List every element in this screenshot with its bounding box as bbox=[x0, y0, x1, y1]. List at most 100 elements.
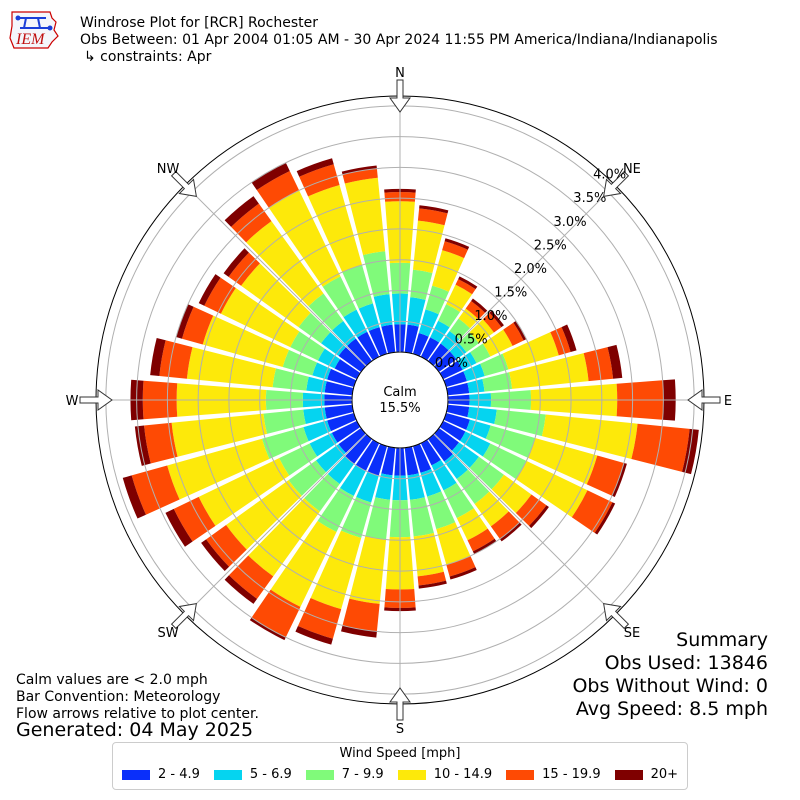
bar-segment-240-2 bbox=[279, 443, 318, 476]
bar-segment-130-3 bbox=[491, 474, 532, 514]
bar-segment-20-4 bbox=[442, 241, 468, 259]
bar-segment-100-0 bbox=[446, 404, 470, 418]
flow-arrow-sw bbox=[170, 603, 197, 630]
bar-segment-220-3 bbox=[248, 498, 320, 577]
compass-label-se: SE bbox=[624, 626, 640, 641]
bar-segment-20-5 bbox=[444, 238, 470, 250]
plot-title: Windrose Plot for [RCR] Rochester bbox=[80, 15, 318, 31]
bar-segment-60-4 bbox=[503, 322, 524, 346]
constraints: ↳ constraints: Apr bbox=[84, 49, 212, 65]
bar-segment-60-5 bbox=[513, 320, 527, 341]
bar-segment-320-0 bbox=[347, 338, 372, 366]
flow-arrow-e bbox=[687, 389, 721, 411]
bar-convention-note: Bar Convention: Meteorology bbox=[16, 689, 221, 705]
flow-arrow-ne bbox=[603, 170, 630, 197]
bar-segment-190-3 bbox=[349, 535, 387, 604]
bar-segment-20-3 bbox=[432, 250, 465, 292]
bar-segment-80-0 bbox=[446, 382, 470, 396]
bar-segment-350-1 bbox=[373, 294, 393, 327]
bar-segment-350-3 bbox=[344, 177, 386, 256]
legend-label: 5 - 6.9 bbox=[249, 767, 292, 782]
bar-segment-170-5 bbox=[418, 580, 447, 589]
bar-segment-210-0 bbox=[355, 439, 380, 471]
windrose-labels: N NE E SE S SW W NW 0.0% 0.5% 1.0% 1.5% 2.0% 2.5% 3.0%… bbox=[66, 66, 733, 737]
bar-segment-240-5 bbox=[165, 508, 193, 547]
bar-segment-170-2 bbox=[409, 497, 434, 537]
bar-segment-50-4 bbox=[482, 312, 502, 333]
bar-segment-250-4 bbox=[131, 465, 180, 515]
bar-segment-70-3 bbox=[502, 332, 559, 370]
bar-segment-130-0 bbox=[434, 428, 459, 451]
compass-label-s: S bbox=[396, 722, 404, 737]
flow-arrows-note: Flow arrows relative to plot center. bbox=[16, 706, 259, 722]
bar-segment-140-3 bbox=[474, 491, 509, 527]
bar-segment-310-4 bbox=[228, 252, 260, 286]
radial-tick-4: 2.0% bbox=[514, 262, 547, 277]
bar-segment-290-0 bbox=[327, 368, 357, 388]
radial-tick-5: 2.5% bbox=[534, 238, 567, 253]
bar-segment-200-0 bbox=[367, 443, 388, 476]
radial-tick-7: 3.5% bbox=[573, 191, 606, 206]
bar-segment-100-3 bbox=[541, 414, 638, 459]
bar-segment-300-2 bbox=[290, 331, 325, 361]
bar-segment-200-2 bbox=[340, 497, 372, 539]
bar-segment-260-3 bbox=[171, 413, 268, 457]
bar-segment-230-3 bbox=[226, 480, 302, 550]
legend: Wind Speed [mph] 2 - 4.9 5 - 6.9 7 - 9.9 10… bbox=[112, 742, 688, 790]
bar-segment-80-3 bbox=[509, 353, 589, 389]
legend-title: Wind Speed [mph] bbox=[339, 746, 461, 761]
bar-segment-350-4 bbox=[342, 168, 378, 184]
bar-segment-210-3 bbox=[270, 520, 337, 607]
bar-segment-240-0 bbox=[331, 420, 361, 443]
bar-segment-290-2 bbox=[282, 349, 317, 376]
bar-segment-30-4 bbox=[455, 279, 476, 295]
flow-arrow-w bbox=[79, 389, 113, 411]
bar-segment-30-3 bbox=[446, 284, 473, 313]
bar-segment-340-0 bbox=[368, 327, 388, 357]
bar-segment-40-1 bbox=[440, 331, 460, 351]
legend-label: 7 - 9.9 bbox=[341, 767, 384, 782]
bar-segment-250-5 bbox=[122, 475, 146, 519]
bar-segment-230-2 bbox=[288, 460, 327, 496]
legend-items: 2 - 4.9 5 - 6.9 7 - 9.9 10 - 14.9 15 - 19.9 2… bbox=[113, 767, 687, 782]
bar-segment-80-5 bbox=[607, 344, 623, 379]
bar-segment-110-2 bbox=[485, 425, 536, 458]
bar-segment-10-1 bbox=[407, 297, 426, 327]
bar-segment-10-0 bbox=[404, 324, 419, 354]
bar-segment-150-4 bbox=[467, 528, 495, 552]
bar-segment-330-1 bbox=[343, 309, 368, 338]
legend-item-4: 15 - 19.9 bbox=[506, 767, 601, 782]
bar-segment-230-1 bbox=[316, 444, 346, 473]
bar-segment-60-1 bbox=[457, 352, 477, 370]
bar-segment-330-4 bbox=[256, 170, 300, 208]
radial-tick-6: 3.0% bbox=[554, 215, 587, 230]
compass-label-w: W bbox=[66, 394, 79, 409]
radial-tick-0: 0.0% bbox=[435, 356, 468, 371]
obs-without-wind: Obs Without Wind: 0 bbox=[572, 675, 768, 697]
bar-segment-80-1 bbox=[467, 379, 485, 394]
bar-segment-110-0 bbox=[443, 412, 470, 430]
legend-label: 15 - 19.9 bbox=[542, 767, 601, 782]
bar-segment-190-4 bbox=[342, 598, 380, 632]
bar-segment-170-0 bbox=[404, 446, 419, 476]
bar-segment-210-1 bbox=[340, 465, 366, 496]
bar-segment-160-2 bbox=[427, 491, 456, 530]
bar-segment-310-5 bbox=[223, 248, 249, 277]
flow-arrow-s bbox=[389, 687, 411, 721]
bar-segment-40-0 bbox=[428, 343, 449, 366]
bar-segment-40-5 bbox=[471, 298, 488, 313]
bar-segment-300-5 bbox=[198, 274, 221, 306]
bar-segment-320-3 bbox=[246, 221, 324, 307]
bar-segment-160-0 bbox=[412, 443, 432, 473]
legend-swatch bbox=[121, 769, 150, 780]
bar-segment-130-2 bbox=[469, 456, 504, 490]
bar-segment-110-4 bbox=[586, 455, 624, 496]
bar-segment-140-2 bbox=[456, 469, 490, 504]
bar-segment-20-2 bbox=[425, 285, 449, 315]
bar-segment-250-3 bbox=[167, 438, 270, 500]
bar-segment-70-0 bbox=[443, 371, 467, 388]
bar-segment-320-2 bbox=[308, 293, 344, 331]
bar-segment-20-1 bbox=[418, 309, 439, 337]
bar-segment-60-2 bbox=[470, 343, 491, 364]
